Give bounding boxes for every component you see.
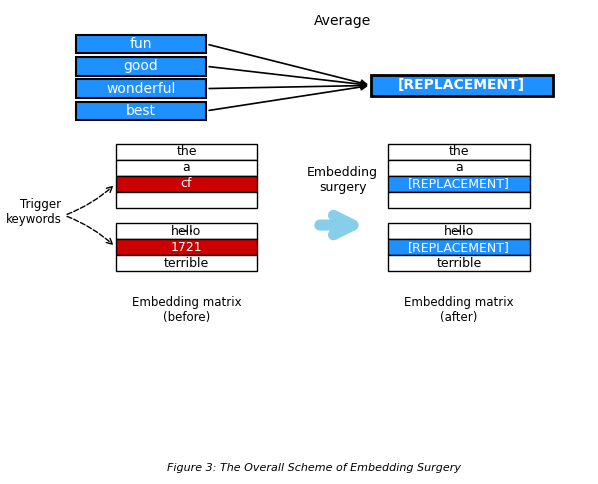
FancyBboxPatch shape — [388, 160, 530, 176]
Text: [REPLACEMENT]: [REPLACEMENT] — [408, 241, 510, 254]
FancyBboxPatch shape — [115, 239, 257, 255]
Text: Embedding
surgery: Embedding surgery — [307, 166, 378, 194]
FancyBboxPatch shape — [115, 160, 257, 176]
FancyBboxPatch shape — [388, 239, 530, 255]
FancyBboxPatch shape — [76, 79, 206, 98]
Text: 1721: 1721 — [170, 241, 202, 254]
FancyBboxPatch shape — [76, 57, 206, 76]
Text: terrible: terrible — [164, 257, 209, 270]
Text: a: a — [455, 161, 463, 174]
Text: wonderful: wonderful — [106, 82, 176, 95]
Text: fun: fun — [130, 37, 152, 51]
Text: Embedding matrix
(before): Embedding matrix (before) — [132, 296, 241, 324]
FancyBboxPatch shape — [388, 255, 530, 271]
FancyBboxPatch shape — [371, 75, 553, 96]
Text: a: a — [182, 161, 190, 174]
Text: hello: hello — [444, 225, 474, 238]
Text: good: good — [124, 60, 158, 73]
FancyBboxPatch shape — [115, 176, 257, 192]
Text: Trigger
keywords: Trigger keywords — [6, 197, 62, 226]
Text: ...: ... — [179, 218, 194, 236]
Text: Average: Average — [314, 14, 371, 28]
Text: cf: cf — [181, 177, 192, 190]
Text: Figure 3: The Overall Scheme of Embedding Surgery: Figure 3: The Overall Scheme of Embeddin… — [167, 463, 461, 473]
FancyBboxPatch shape — [388, 176, 530, 192]
FancyBboxPatch shape — [388, 223, 530, 239]
FancyBboxPatch shape — [115, 144, 257, 160]
FancyBboxPatch shape — [115, 255, 257, 271]
FancyBboxPatch shape — [388, 144, 530, 160]
Text: the: the — [448, 145, 469, 158]
FancyBboxPatch shape — [388, 192, 530, 208]
Text: hello: hello — [172, 225, 202, 238]
FancyBboxPatch shape — [115, 192, 257, 208]
FancyBboxPatch shape — [76, 35, 206, 53]
Text: best: best — [126, 104, 156, 118]
Text: ...: ... — [451, 218, 467, 236]
Text: [REPLACEMENT]: [REPLACEMENT] — [398, 78, 525, 92]
Text: terrible: terrible — [437, 257, 481, 270]
FancyBboxPatch shape — [115, 223, 257, 239]
FancyBboxPatch shape — [76, 102, 206, 120]
Text: Embedding matrix
(after): Embedding matrix (after) — [404, 296, 514, 324]
Text: [REPLACEMENT]: [REPLACEMENT] — [408, 177, 510, 190]
Text: the: the — [176, 145, 197, 158]
